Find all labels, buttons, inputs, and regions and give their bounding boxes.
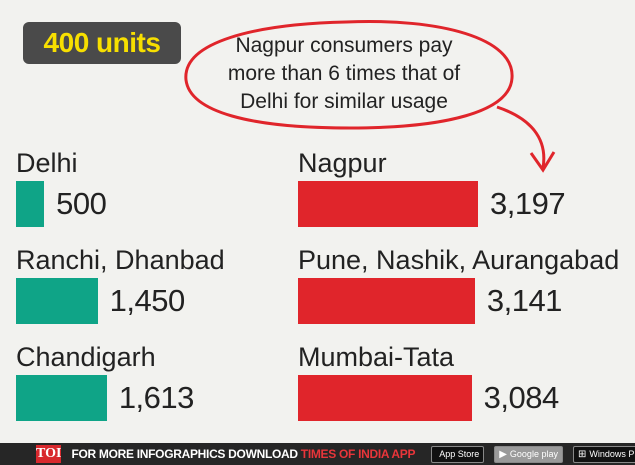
bar (16, 375, 107, 421)
callout-bubble (184, 20, 556, 173)
value-label: 1,613 (118, 380, 195, 415)
value-label: 3,197 (490, 186, 566, 221)
callout-arrow-head (529, 151, 556, 173)
google-play-icon: ▶ (499, 448, 507, 460)
category-label: Nagpur (298, 148, 387, 178)
store-badge[interactable]: ⊞Windows Phone (572, 445, 635, 463)
units-badge: 400 units (23, 22, 181, 64)
windows-icon: ⊞ (577, 448, 587, 460)
callout-line-3: Delhi for similar usage (240, 90, 448, 113)
units-badge-label: 400 units (43, 27, 161, 58)
category-label: Pune, Nashik, Aurangabad (298, 245, 620, 275)
store-badge-label: App Store (439, 449, 480, 459)
footer-promo-text: FOR MORE INFOGRAPHICS DOWNLOAD TIMES OF … (71, 447, 415, 461)
bar (298, 181, 478, 227)
value-label: 3,084 (483, 380, 560, 415)
callout-line-1: Nagpur consumers pay (235, 34, 453, 57)
store-badge-label: Windows Phone (589, 449, 635, 459)
callout-line-2: more than 6 times that of (227, 62, 461, 85)
category-label: Chandigarh (16, 342, 156, 372)
category-label: Ranchi, Dhanbad (16, 245, 225, 275)
callout-outline (184, 20, 514, 130)
store-badges: App Store ▶Google play ⊞Windows Phone (431, 445, 635, 463)
bar (16, 181, 45, 227)
callout-text: Nagpur consumers pay more than 6 times t… (200, 32, 488, 116)
bar (298, 375, 472, 421)
store-badge[interactable]: ▶ Google play (494, 445, 563, 463)
category-label: Delhi (16, 148, 78, 178)
store-badge[interactable]: App Store (431, 445, 485, 463)
category-label: Mumbai-Tata (298, 342, 455, 372)
footer-text-prefix: FOR MORE INFOGRAPHICS DOWNLOAD (71, 447, 301, 461)
value-label: 1,450 (109, 283, 186, 318)
value-label: 3,141 (486, 283, 563, 318)
bar (298, 278, 475, 324)
footer-text-highlight: TIMES OF INDIA APP (300, 447, 416, 461)
callout-arrow-line (496, 105, 546, 169)
bar (16, 278, 98, 324)
toi-logo: TOI (36, 445, 62, 463)
footer-bar: TOI FOR MORE INFOGRAPHICS DOWNLOAD TIMES… (0, 443, 635, 465)
value-label: 500 (56, 186, 107, 221)
store-badge-label: Google play (509, 449, 558, 459)
